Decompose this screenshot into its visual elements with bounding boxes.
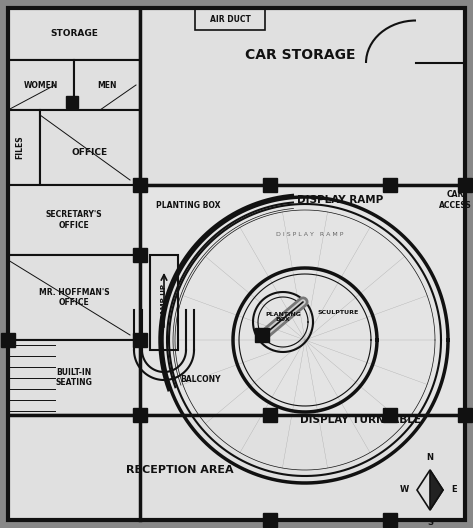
Text: CAR STORAGE: CAR STORAGE bbox=[245, 48, 355, 62]
Polygon shape bbox=[195, 8, 265, 30]
Polygon shape bbox=[8, 415, 465, 520]
Text: OFFICE: OFFICE bbox=[72, 148, 108, 157]
Polygon shape bbox=[8, 185, 140, 255]
Text: RAMP UP: RAMP UP bbox=[161, 285, 167, 320]
Text: PLANTING BOX: PLANTING BOX bbox=[156, 201, 220, 210]
Bar bbox=[458, 178, 472, 192]
Text: SCULPTURE: SCULPTURE bbox=[318, 309, 359, 315]
Bar bbox=[383, 408, 397, 422]
Polygon shape bbox=[417, 470, 443, 510]
Polygon shape bbox=[150, 255, 178, 350]
Text: CAR
ACCESS: CAR ACCESS bbox=[438, 190, 472, 210]
Text: PLANTING
BOX: PLANTING BOX bbox=[265, 312, 301, 323]
Bar bbox=[133, 408, 147, 422]
Bar bbox=[1, 333, 15, 347]
Polygon shape bbox=[430, 470, 443, 510]
Polygon shape bbox=[8, 8, 465, 520]
Text: BUILT-IN
SEATING: BUILT-IN SEATING bbox=[55, 368, 92, 387]
Bar bbox=[133, 333, 147, 347]
Text: SECRETARY'S
OFFICE: SECRETARY'S OFFICE bbox=[46, 210, 102, 230]
Bar bbox=[458, 408, 472, 422]
Text: MEN: MEN bbox=[97, 80, 117, 90]
Polygon shape bbox=[8, 110, 40, 185]
Text: RECEPTION AREA: RECEPTION AREA bbox=[126, 465, 234, 475]
Text: E: E bbox=[451, 486, 456, 495]
Polygon shape bbox=[8, 8, 140, 60]
Text: MR. HOFFMAN'S
OFFICE: MR. HOFFMAN'S OFFICE bbox=[39, 288, 109, 307]
Text: STORAGE: STORAGE bbox=[50, 30, 98, 39]
Text: DISPLAY TURNTABLE: DISPLAY TURNTABLE bbox=[299, 415, 420, 425]
Polygon shape bbox=[8, 60, 74, 110]
Text: N: N bbox=[427, 453, 433, 462]
Text: FILES: FILES bbox=[16, 136, 25, 159]
Bar bbox=[263, 408, 277, 422]
Bar bbox=[383, 178, 397, 192]
Bar bbox=[133, 178, 147, 192]
Text: BALCONY: BALCONY bbox=[180, 375, 220, 384]
Text: AIR DUCT: AIR DUCT bbox=[210, 14, 250, 24]
Polygon shape bbox=[74, 60, 140, 110]
Polygon shape bbox=[140, 8, 465, 185]
Bar bbox=[263, 513, 277, 527]
Polygon shape bbox=[8, 255, 140, 340]
Polygon shape bbox=[8, 340, 140, 415]
Bar bbox=[66, 96, 78, 108]
Bar bbox=[133, 248, 147, 262]
Bar bbox=[383, 513, 397, 527]
Text: W: W bbox=[400, 486, 409, 495]
Text: DISPLAY RAMP: DISPLAY RAMP bbox=[297, 195, 383, 205]
Polygon shape bbox=[40, 110, 140, 185]
Text: S: S bbox=[427, 518, 433, 527]
Text: WOMEN: WOMEN bbox=[24, 80, 58, 90]
Bar bbox=[255, 328, 269, 342]
Polygon shape bbox=[140, 185, 465, 520]
Text: D I S P L A Y   R A M P: D I S P L A Y R A M P bbox=[276, 232, 344, 238]
Bar bbox=[263, 178, 277, 192]
